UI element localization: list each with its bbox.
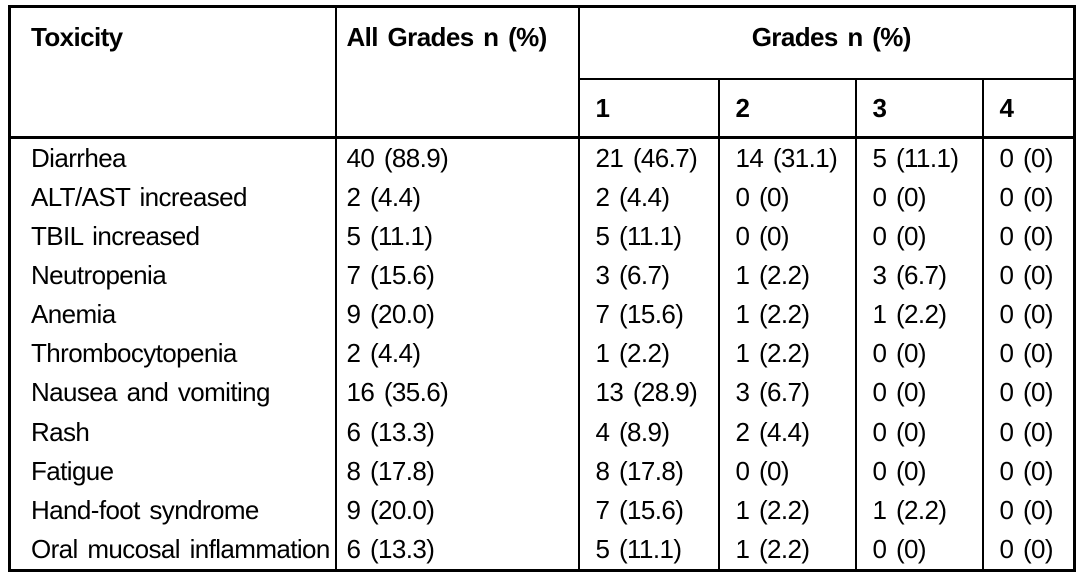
cell-grade-2: 0 (0) bbox=[717, 217, 856, 257]
cell-grade-4: 0 (0) bbox=[981, 451, 1075, 491]
cell-grade-1: 13 (28.9) bbox=[577, 373, 719, 413]
cell-grade-4: 0 (0) bbox=[981, 256, 1075, 296]
header-row-main: Toxicity All Grades n (%) Grades n (%) bbox=[10, 6, 1075, 138]
cell-grade-4: 0 (0) bbox=[981, 295, 1075, 335]
cell-grade-4: 0 (0) bbox=[981, 529, 1075, 571]
cell-grade-4: 0 (0) bbox=[981, 412, 1075, 452]
table-row: Hand-foot syndrome 9 (20.0) 7 (15.6) 1 (2.2… bbox=[10, 490, 1075, 530]
cell-grade-3: 1 (2.2) bbox=[854, 490, 983, 530]
table-row: Diarrhea 40 (88.9) 21 (46.7) 14 (31.1) 5 (11… bbox=[9, 136, 1075, 179]
cell-grade-3: 0 (0) bbox=[854, 373, 983, 413]
cell-grade-2: 0 (0) bbox=[717, 451, 856, 491]
cell-toxicity: Diarrhea bbox=[9, 136, 336, 179]
cell-grade-4: 0 (0) bbox=[981, 217, 1075, 257]
table-row: Fatigue 8 (17.8) 8 (17.8) 0 (0) 0 (0) 0 (0) bbox=[10, 451, 1075, 491]
cell-grade-2: 1 (2.2) bbox=[717, 334, 856, 374]
cell-grade-3: 0 (0) bbox=[854, 178, 983, 218]
cell-toxicity: Oral mucosal inflammation bbox=[31, 533, 330, 564]
cell-grade-3: 0 (0) bbox=[854, 217, 983, 257]
cell-grade-2: 1 (2.2) bbox=[717, 490, 856, 530]
cell-grade-1: 4 (8.9) bbox=[577, 412, 719, 452]
cell-toxicity: Rash bbox=[31, 416, 90, 447]
table-row: TBIL increased 5 (11.1) 5 (11.1) 0 (0) 0 (0)… bbox=[10, 217, 1075, 257]
cell-all-grades: 7 (15.6) bbox=[334, 256, 579, 296]
cell-grade-1: 3 (6.7) bbox=[577, 256, 719, 296]
table-row: Oral mucosal inflammation 6 (13.3) 5 (11.1… bbox=[10, 529, 1075, 571]
cell-all-grades: 6 (13.3) bbox=[334, 412, 579, 452]
cell-grade-1: 7 (15.6) bbox=[577, 295, 719, 335]
column-header-grade-3: 3 bbox=[854, 79, 983, 138]
cell-toxicity: Anemia bbox=[31, 299, 116, 330]
cell-grade-1: 8 (17.8) bbox=[577, 451, 719, 491]
cell-all-grades: 9 (20.0) bbox=[334, 295, 579, 335]
cell-grade-4: 0 (0) bbox=[981, 136, 1075, 179]
cell-grade-2: 3 (6.7) bbox=[717, 373, 856, 413]
table-row: Anemia 9 (20.0) 7 (15.6) 1 (2.2) 1 (2.2) 0 (0… bbox=[10, 295, 1075, 335]
column-header-grades-group: Grades n (%) bbox=[577, 6, 1075, 80]
column-header-all-grades: All Grades n (%) bbox=[334, 6, 579, 138]
cell-all-grades: 2 (4.4) bbox=[334, 334, 579, 374]
cell-grade-3: 0 (0) bbox=[854, 412, 983, 452]
cell-all-grades: 40 (88.9) bbox=[334, 136, 579, 179]
cell-toxicity: Fatigue bbox=[31, 455, 114, 486]
column-header-grade-2: 2 bbox=[717, 79, 856, 138]
cell-toxicity: Nausea and vomiting bbox=[31, 377, 270, 408]
cell-toxicity: ALT/AST increased bbox=[31, 182, 247, 213]
column-header-grade-1: 1 bbox=[577, 79, 719, 138]
cell-grade-4: 0 (0) bbox=[981, 178, 1075, 218]
cell-all-grades: 2 (4.4) bbox=[334, 178, 579, 218]
toxicity-table: Toxicity All Grades n (%) Grades n (%) 1… bbox=[8, 5, 1077, 572]
cell-grade-2: 1 (2.2) bbox=[717, 295, 856, 335]
cell-grade-3: 0 (0) bbox=[854, 334, 983, 374]
cell-all-grades: 16 (35.6) bbox=[334, 373, 579, 413]
cell-toxicity: Neutropenia bbox=[31, 260, 167, 291]
cell-grade-3: 0 (0) bbox=[854, 529, 983, 571]
cell-grade-2: 1 (2.2) bbox=[717, 529, 856, 571]
cell-grade-4: 0 (0) bbox=[981, 490, 1075, 530]
table-row: Neutropenia 7 (15.6) 3 (6.7) 1 (2.2) 3 (6.7)… bbox=[10, 256, 1075, 296]
cell-all-grades: 6 (13.3) bbox=[334, 529, 579, 571]
cell-grade-1: 1 (2.2) bbox=[577, 334, 719, 374]
table-row: Nausea and vomiting 16 (35.6) 13 (28.9) 3 (… bbox=[10, 373, 1075, 413]
cell-grade-4: 0 (0) bbox=[981, 334, 1075, 374]
cell-toxicity: Thrombocytopenia bbox=[31, 338, 237, 369]
cell-grade-3: 0 (0) bbox=[854, 451, 983, 491]
cell-grade-2: 0 (0) bbox=[717, 178, 856, 218]
cell-grade-1: 5 (11.1) bbox=[577, 217, 719, 257]
cell-all-grades: 8 (17.8) bbox=[334, 451, 579, 491]
column-header-toxicity: Toxicity bbox=[31, 22, 123, 52]
cell-grade-2: 1 (2.2) bbox=[717, 256, 856, 296]
table-body: Diarrhea 40 (88.9) 21 (46.7) 14 (31.1) 5 (11… bbox=[9, 136, 1075, 571]
column-header-grade-4: 4 bbox=[981, 79, 1075, 138]
cell-grade-3: 5 (11.1) bbox=[854, 136, 983, 179]
cell-grade-1: 2 (4.4) bbox=[577, 178, 719, 218]
cell-grade-1: 21 (46.7) bbox=[577, 136, 719, 179]
cell-grade-2: 2 (4.4) bbox=[717, 412, 856, 452]
cell-all-grades: 9 (20.0) bbox=[334, 490, 579, 530]
table-row: ALT/AST increased 2 (4.4) 2 (4.4) 0 (0) 0 (0… bbox=[10, 178, 1075, 218]
table-row: Rash 6 (13.3) 4 (8.9) 2 (4.4) 0 (0) 0 (0) bbox=[10, 412, 1075, 452]
cell-grade-1: 7 (15.6) bbox=[577, 490, 719, 530]
cell-toxicity: Hand-foot syndrome bbox=[31, 494, 259, 525]
cell-grade-2: 14 (31.1) bbox=[717, 136, 856, 179]
cell-grade-1: 5 (11.1) bbox=[577, 529, 719, 571]
cell-all-grades: 5 (11.1) bbox=[334, 217, 579, 257]
cell-grade-3: 1 (2.2) bbox=[854, 295, 983, 335]
cell-toxicity: TBIL increased bbox=[31, 221, 200, 252]
cell-grade-3: 3 (6.7) bbox=[854, 256, 983, 296]
table-row: Thrombocytopenia 2 (4.4) 1 (2.2) 1 (2.2) 0 (… bbox=[10, 334, 1075, 374]
header-row-grade-numbers: 1 2 3 4 bbox=[10, 79, 1075, 138]
cell-grade-4: 0 (0) bbox=[981, 373, 1075, 413]
